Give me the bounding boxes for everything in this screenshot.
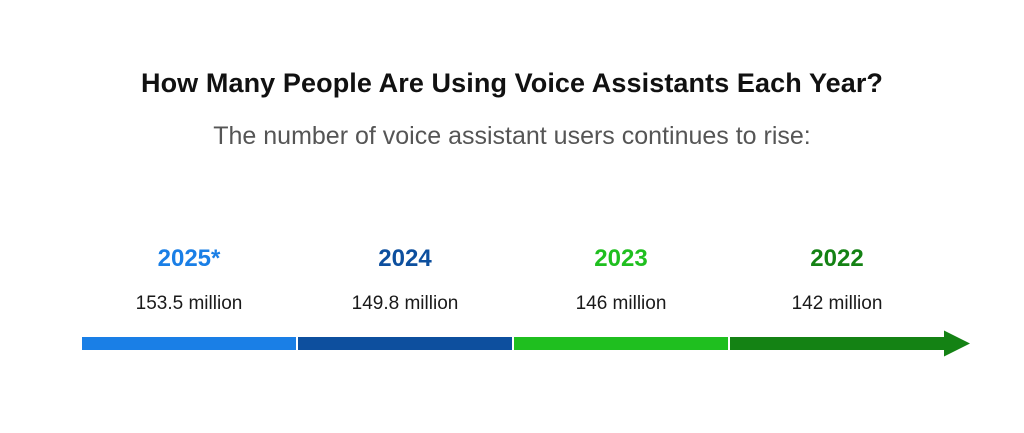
value-label: 146 million bbox=[575, 293, 667, 314]
timeline-segment-2025 bbox=[82, 337, 296, 350]
timeline-segment-2024 bbox=[298, 337, 512, 350]
timeline-segment-2023 bbox=[514, 337, 728, 350]
year-label: 2024 bbox=[378, 245, 432, 272]
timeline-segment-2022 bbox=[730, 337, 944, 350]
chart-title: How Many People Are Using Voice Assistan… bbox=[140, 68, 884, 98]
year-label: 2023 bbox=[594, 245, 648, 272]
chart-subtitle: The number of voice assistant users cont… bbox=[213, 122, 811, 150]
timeline-arrow-head bbox=[944, 330, 970, 357]
value-label: 153.5 million bbox=[135, 293, 243, 314]
year-label: 2025* bbox=[157, 245, 221, 272]
year-label: 2022 bbox=[810, 245, 864, 272]
value-label: 142 million bbox=[791, 293, 883, 314]
value-label: 149.8 million bbox=[351, 293, 459, 314]
